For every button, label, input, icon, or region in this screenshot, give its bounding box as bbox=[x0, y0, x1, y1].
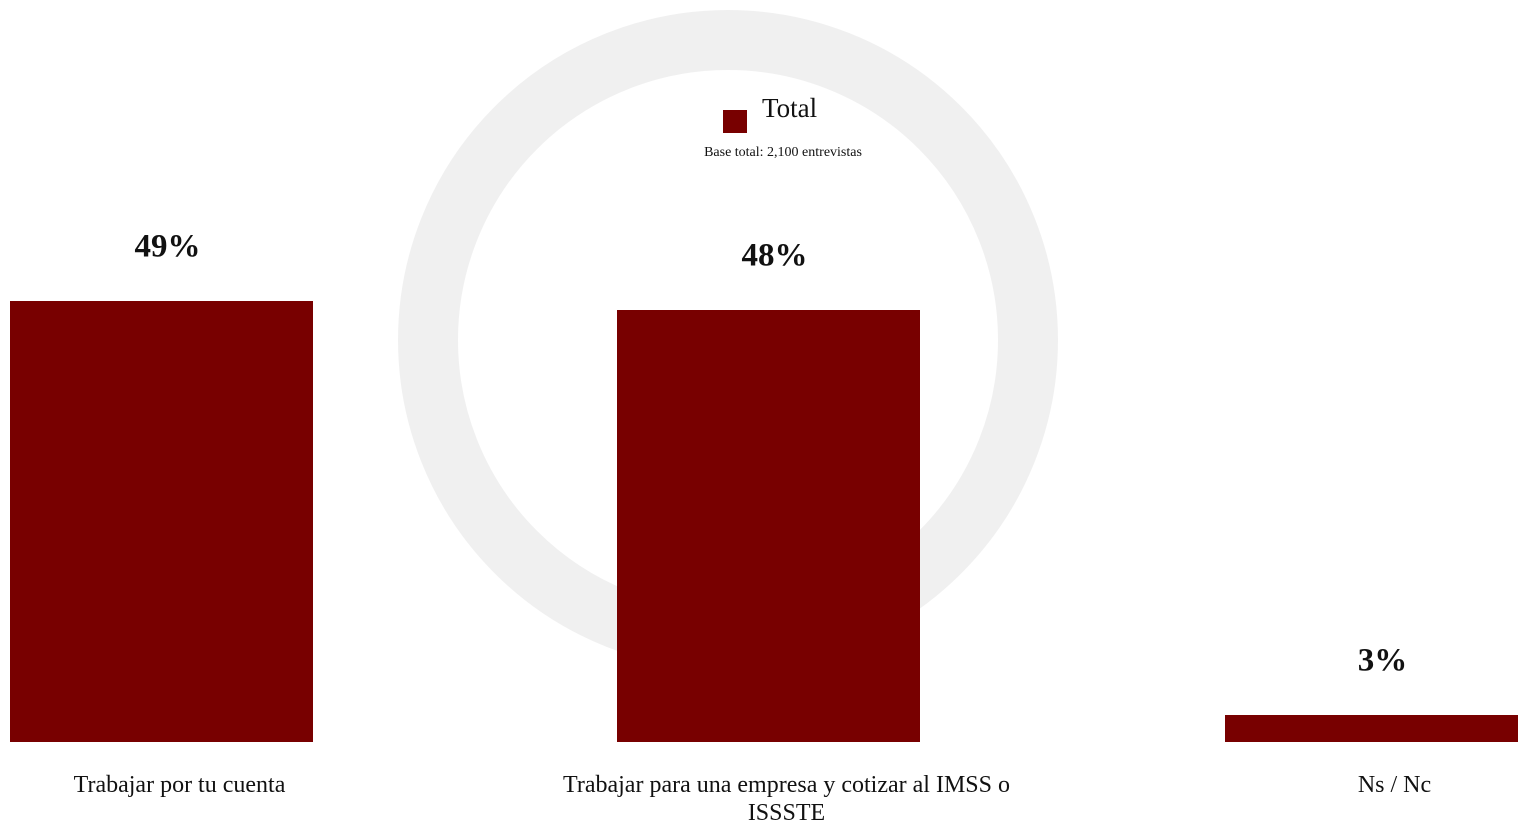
bar bbox=[10, 301, 313, 742]
bar bbox=[1225, 715, 1518, 742]
bar bbox=[617, 310, 920, 742]
value-label: 3% bbox=[1358, 643, 1408, 679]
category-label: Ns / Nc bbox=[1357, 772, 1432, 798]
legend-swatch bbox=[723, 110, 747, 133]
category-label: Trabajar por tu cuenta bbox=[73, 772, 286, 798]
value-label: 48% bbox=[742, 238, 808, 274]
subtitle: Base total: 2,100 entrevistas bbox=[704, 145, 862, 160]
value-label: 49% bbox=[135, 229, 201, 265]
category-label: Trabajar para una empresa y cotizar al I… bbox=[563, 772, 1010, 826]
legend-label: Total bbox=[762, 93, 817, 123]
